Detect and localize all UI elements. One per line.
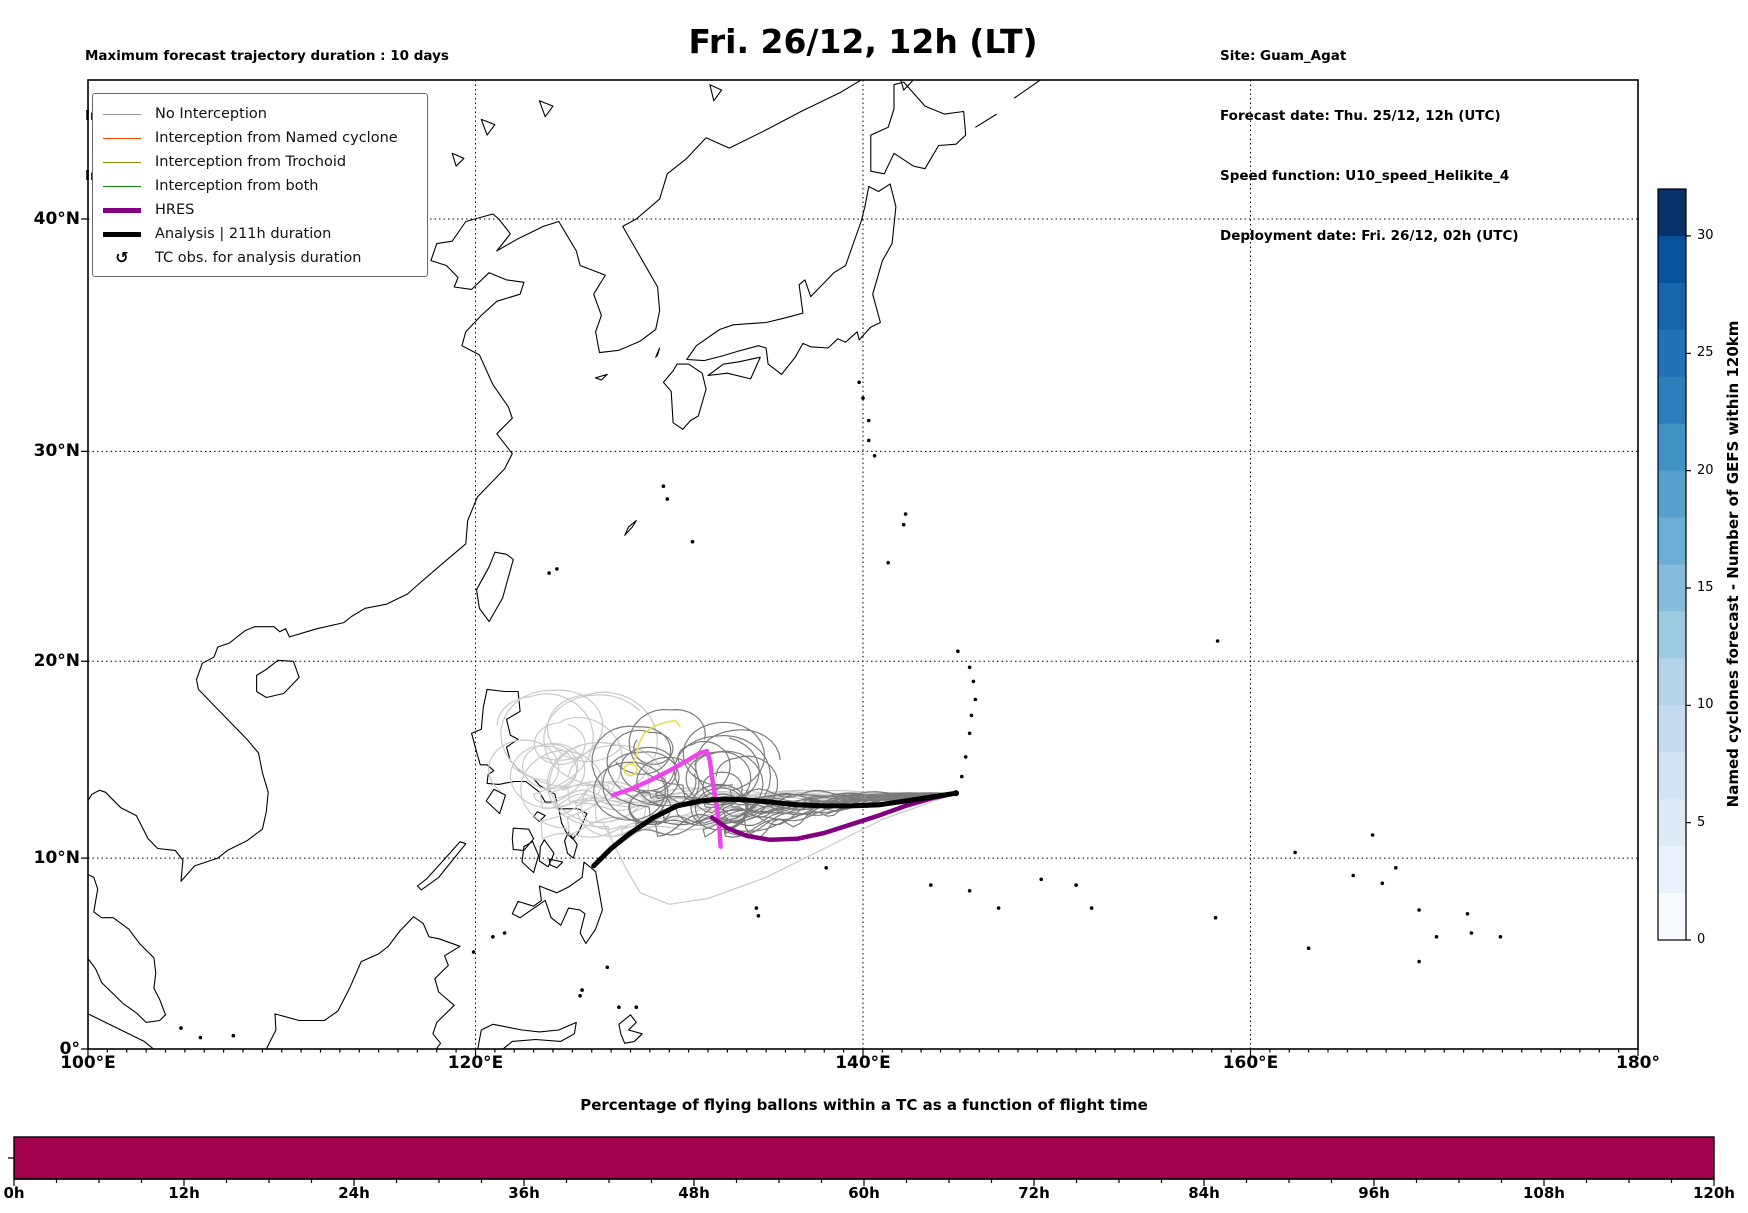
orangered-line-swatch <box>103 137 141 139</box>
colorbar-tick-5: 5 <box>1697 814 1706 830</box>
colorbar-tick-20: 20 <box>1697 462 1714 478</box>
colorbar-ticks <box>1686 235 1691 941</box>
bar-tick-108h: 108h <box>1523 1184 1565 1202</box>
forecast-date-text: Forecast date: Thu. 25/12, 12h (UTC) <box>1220 108 1501 124</box>
hres-balloon-track <box>610 748 723 849</box>
ytick-0: 0° <box>59 1039 80 1059</box>
legend-item-hres: HRES <box>103 198 417 222</box>
xtick-160e: 160°E <box>1222 1053 1279 1073</box>
trajectories-gefs <box>591 708 957 839</box>
xtick-180: 180° <box>1616 1053 1660 1073</box>
island-dots <box>179 380 1503 1040</box>
colorbar-tick-25: 25 <box>1697 345 1714 361</box>
bar-tick-48h: 48h <box>678 1184 710 1202</box>
tc-percentage-bar <box>13 1136 1715 1180</box>
bar-tick-24h: 24h <box>338 1184 370 1202</box>
purple-line-swatch <box>103 207 141 213</box>
bar-tick-84h: 84h <box>1188 1184 1220 1202</box>
colorbar-tick-10: 10 <box>1697 697 1714 713</box>
ytick-30n: 30°N <box>33 441 80 462</box>
speed-function-text: Speed function: U10_speed_Helikite_4 <box>1220 168 1510 184</box>
bar-axis-ticks <box>8 1157 1715 1186</box>
bar-tick-36h: 36h <box>508 1184 540 1202</box>
legend-item-analysis: Analysis | 211h duration <box>103 222 417 246</box>
colorbar-tick-15: 15 <box>1697 579 1714 595</box>
olive-line-swatch <box>103 161 141 163</box>
black-line-swatch <box>103 231 141 237</box>
ytick-40n: 40°N <box>33 209 80 229</box>
legend-item-both: Interception from both <box>103 174 417 198</box>
map-content <box>88 80 1638 1049</box>
page-title: Fri. 26/12, 12h (LT) <box>688 22 1038 61</box>
graticule <box>88 80 1638 1049</box>
bar-chart-title: Percentage of flying ballons within a TC… <box>580 1096 1148 1114</box>
legend-item-tc-obs: ↺ TC obs. for analysis duration <box>115 248 362 267</box>
ytick-10n: 10°N <box>33 848 80 869</box>
xtick-100e: 100°E <box>60 1053 116 1073</box>
map-legend: No Interception Interception from Named … <box>92 93 428 277</box>
bar-tick-60h: 60h <box>848 1184 880 1202</box>
xtick-140e: 140°E <box>835 1053 891 1073</box>
deployment-date-text: Deployment date: Fri. 26/12, 02h (UTC) <box>1220 228 1519 244</box>
colorbar-tick-30: 30 <box>1697 227 1714 243</box>
trochoid-track <box>632 719 681 765</box>
analysis-track <box>591 790 959 869</box>
green-line-swatch <box>103 185 141 187</box>
colorbar-tick-0: 0 <box>1697 932 1706 947</box>
trochoid-loop <box>623 763 638 777</box>
legend-item-named-cyclone: Interception from Named cyclone <box>103 126 417 150</box>
site-text: Site: Guam_Agat <box>1220 48 1347 64</box>
bar-tick-72h: 72h <box>1018 1184 1050 1202</box>
bar-tick-12h: 12h <box>168 1184 200 1202</box>
site-info-block: Site: Guam_Agat Forecast date: Thu. 25/1… <box>1220 6 1519 286</box>
launch-site-marker <box>953 790 959 797</box>
ytick-20n: 20°N <box>33 651 80 672</box>
gray-line-swatch <box>103 113 141 115</box>
bar-tick-96h: 96h <box>1358 1184 1390 1202</box>
legend-item-no-interception: No Interception <box>103 102 417 126</box>
hres-track <box>709 790 959 843</box>
axis-ticks <box>81 218 1639 1056</box>
coastlines <box>88 80 1042 1049</box>
max-duration-text: Maximum forecast trajectory duration : 1… <box>85 48 449 64</box>
legend-item-trochoid: Interception from Trochoid <box>103 150 417 174</box>
bar-tick-0h: 0h <box>3 1184 25 1202</box>
tc-obs-icon: ↺ <box>115 248 129 267</box>
colorbar-label: Named cyclones forecast - Number of GEFS… <box>1724 320 1742 808</box>
colorbar <box>1657 188 1687 941</box>
bar-tick-120h: 120h <box>1693 1184 1735 1202</box>
xtick-120e: 120°E <box>447 1053 504 1073</box>
